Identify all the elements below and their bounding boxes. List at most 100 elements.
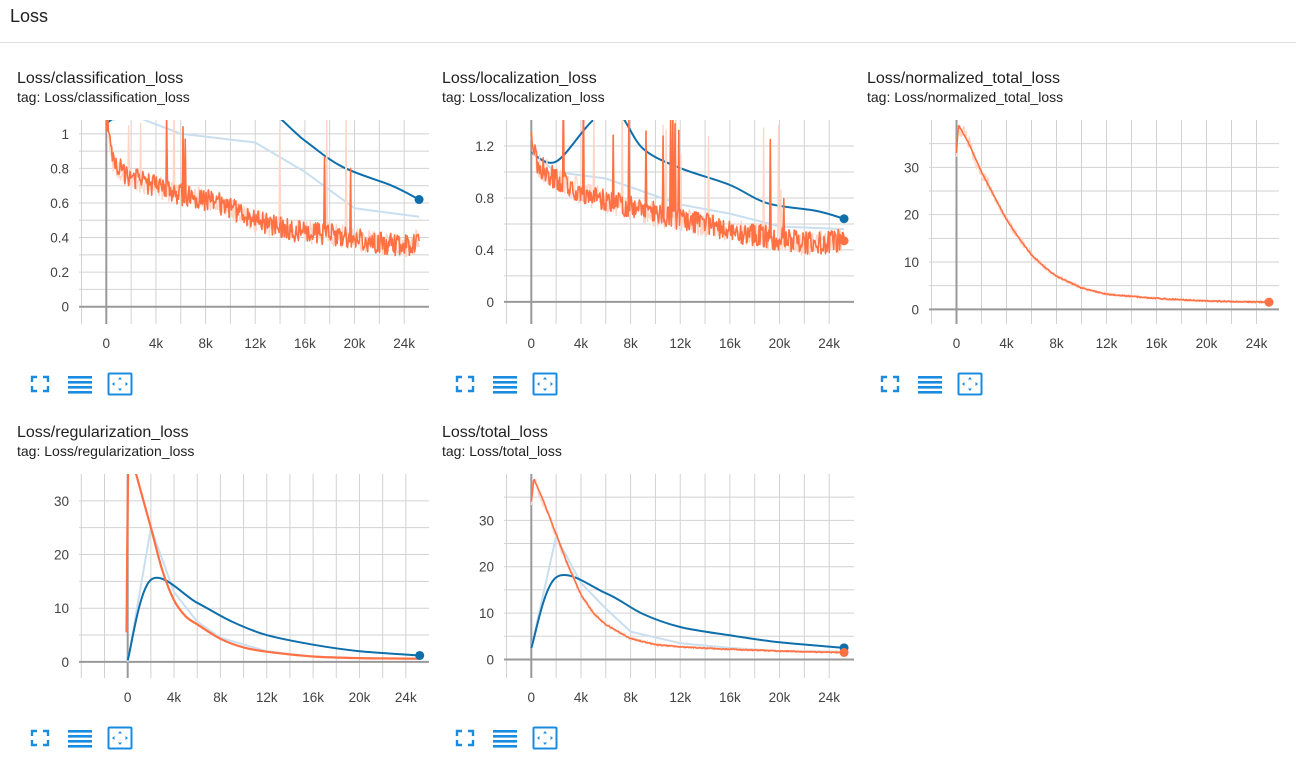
x-tick-label: 0 xyxy=(528,690,536,705)
chart-card: Loss/localization_loss tag: Loss/localiza… xyxy=(442,70,862,420)
end-marker-blue xyxy=(415,650,425,660)
end-marker-orange xyxy=(839,236,849,246)
series-blue-raw xyxy=(530,535,845,653)
chart-title: Loss/localization_loss xyxy=(442,70,597,87)
log-scale-icon xyxy=(68,730,92,748)
chart-card: Loss/total_loss tag: Loss/total_loss 0 4k 8k… xyxy=(442,424,862,774)
chart-svg: 0 4k 8k 12k 16k 20k 24k 0 10 20 30 xyxy=(904,120,1279,351)
chart-card: Loss/normalized_total_loss tag: Loss/norm… xyxy=(867,70,1287,420)
x-tick-label: 0 xyxy=(103,336,111,351)
chart-card: Loss/regularization_loss tag: Loss/regula… xyxy=(17,424,437,774)
fullscreen-icon xyxy=(455,729,475,747)
chart-plot[interactable]: 0 4k 8k 12k 16k 20k 24k 0 10 20 30 xyxy=(867,108,1287,368)
series-orange xyxy=(530,120,845,255)
y-tick-label: 0.8 xyxy=(50,161,69,176)
fit-domain-icon xyxy=(532,726,558,750)
log-scale-button[interactable] xyxy=(67,372,93,396)
chart-title: Loss/classification_loss xyxy=(17,70,184,87)
fullscreen-button[interactable] xyxy=(27,726,53,750)
fullscreen-icon xyxy=(30,375,50,393)
chart-svg: 0 4k 8k 12k 16k 20k 24k 0 0.2 0.4 0.6 0.8 1 xyxy=(50,120,429,351)
x-tick-label: 20k xyxy=(344,336,366,351)
x-tick-label: 16k xyxy=(719,690,741,705)
chart-plot[interactable]: 0 4k 8k 12k 16k 20k 24k 0 0.4 0.8 1.2 xyxy=(442,108,862,368)
x-tick-label: 8k xyxy=(198,336,213,351)
fit-domain-icon xyxy=(107,726,133,750)
x-tick-label: 16k xyxy=(1146,336,1168,351)
fit-domain-icon xyxy=(532,372,558,396)
fullscreen-button[interactable] xyxy=(27,372,53,396)
y-tick-label: 0 xyxy=(61,655,69,670)
x-tick-label: 12k xyxy=(244,336,266,351)
fit-domain-button[interactable] xyxy=(107,372,133,396)
fullscreen-button[interactable] xyxy=(452,372,478,396)
y-tick-label: 0 xyxy=(486,295,494,310)
fullscreen-button[interactable] xyxy=(452,726,478,750)
series-blue-raw xyxy=(106,120,420,218)
x-tick-label: 12k xyxy=(669,690,691,705)
section-header: Loss xyxy=(0,0,1296,43)
end-marker-orange xyxy=(1264,297,1274,307)
x-tick-label: 24k xyxy=(1246,336,1268,351)
chart-tag: tag: Loss/normalized_total_loss xyxy=(867,89,1064,105)
y-tick-label: 0 xyxy=(486,652,494,667)
chart-svg: 0 4k 8k 12k 16k 20k 24k 0 10 20 30 xyxy=(54,474,429,705)
chart-card: Loss/classification_loss tag: Loss/classi… xyxy=(17,70,437,420)
series-blue xyxy=(530,120,845,220)
fit-domain-button[interactable] xyxy=(957,372,983,396)
x-tick-label: 12k xyxy=(669,336,691,351)
y-tick-label: 0.2 xyxy=(50,265,69,280)
x-tick-label: 0 xyxy=(124,690,132,705)
log-scale-icon xyxy=(918,376,942,394)
fit-domain-button[interactable] xyxy=(532,372,558,396)
x-tick-label: 24k xyxy=(818,336,840,351)
y-tick-label: 1 xyxy=(61,127,69,142)
x-tick-label: 4k xyxy=(574,690,589,705)
x-tick-label: 20k xyxy=(769,690,791,705)
y-tick-label: 1.2 xyxy=(475,139,494,154)
y-tick-label: 30 xyxy=(479,513,494,528)
end-marker-blue xyxy=(839,214,849,224)
fullscreen-button[interactable] xyxy=(877,372,903,396)
series-blue xyxy=(126,576,420,661)
chart-title: Loss/regularization_loss xyxy=(17,424,189,441)
y-tick-label: 10 xyxy=(904,255,919,270)
chart-plot[interactable]: 0 4k 8k 12k 16k 20k 24k 0 10 20 30 xyxy=(442,462,862,722)
fit-domain-button[interactable] xyxy=(107,726,133,750)
x-tick-label: 0 xyxy=(953,336,961,351)
fit-domain-button[interactable] xyxy=(532,726,558,750)
x-tick-label: 4k xyxy=(574,336,589,351)
x-tick-label: 12k xyxy=(1096,336,1118,351)
chart-plot[interactable]: 0 4k 8k 12k 16k 20k 24k 0 0.2 0.4 0.6 0.8 1 xyxy=(17,108,437,368)
end-marker-orange xyxy=(839,648,849,657)
x-tick-label: 24k xyxy=(395,690,417,705)
fullscreen-icon xyxy=(455,375,475,393)
x-tick-label: 4k xyxy=(167,690,182,705)
log-scale-button[interactable] xyxy=(67,726,93,750)
x-tick-label: 16k xyxy=(294,336,316,351)
y-tick-label: 10 xyxy=(54,601,69,616)
log-scale-icon xyxy=(68,376,92,394)
y-tick-label: 20 xyxy=(904,208,919,223)
section-title: Loss xyxy=(10,6,49,26)
log-scale-button[interactable] xyxy=(492,372,518,396)
x-tick-label: 12k xyxy=(256,690,278,705)
log-scale-button[interactable] xyxy=(917,372,943,396)
series-blue xyxy=(530,574,845,649)
y-tick-label: 20 xyxy=(54,548,69,563)
chart-svg: 0 4k 8k 12k 16k 20k 24k 0 0.4 0.8 1.2 xyxy=(475,120,854,351)
x-tick-label: 4k xyxy=(999,336,1014,351)
chart-tag: tag: Loss/regularization_loss xyxy=(17,443,195,459)
x-tick-label: 24k xyxy=(818,690,840,705)
x-tick-label: 20k xyxy=(1196,336,1218,351)
log-scale-button[interactable] xyxy=(492,726,518,750)
chart-plot[interactable]: 0 4k 8k 12k 16k 20k 24k 0 10 20 30 xyxy=(17,462,437,722)
series-orange xyxy=(955,124,1270,304)
x-tick-label: 20k xyxy=(349,690,371,705)
y-tick-label: 0.4 xyxy=(475,243,494,258)
x-tick-label: 16k xyxy=(302,690,324,705)
log-scale-icon xyxy=(493,376,517,394)
y-tick-label: 0 xyxy=(911,302,919,317)
series-orange xyxy=(125,474,420,660)
y-tick-label: 10 xyxy=(479,606,494,621)
